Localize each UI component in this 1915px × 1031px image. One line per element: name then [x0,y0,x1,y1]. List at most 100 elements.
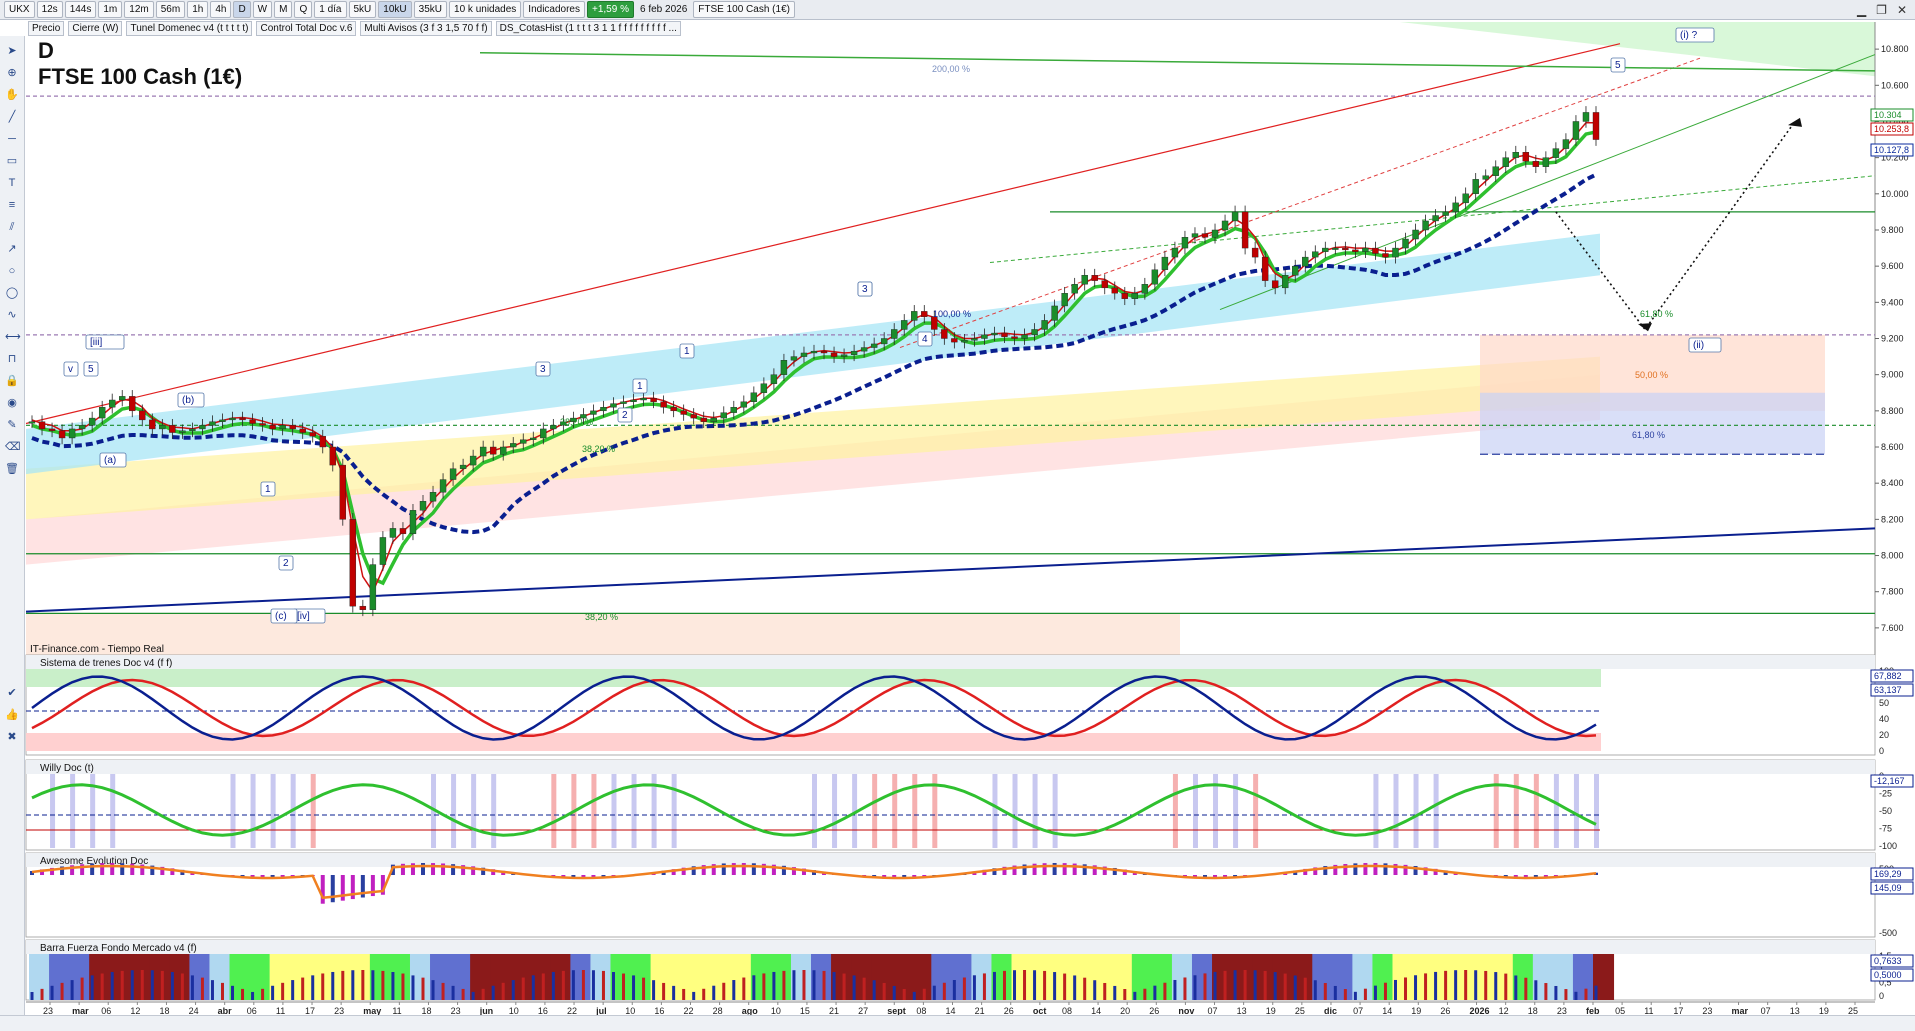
barra-bar [1224,971,1227,1000]
willy-bg-bar [1053,774,1058,848]
barra-bar [1234,970,1237,1000]
barra-bar [401,974,404,1000]
candle-body [1423,221,1429,230]
barra-bar [261,989,264,1000]
candle-body [370,565,376,610]
candle-body [651,398,657,402]
willy-bg-bar [1073,774,1078,848]
candle-body [1342,248,1348,250]
willy-bg-bar [1153,774,1158,848]
wave-label: [iii] [90,337,102,348]
panel-awesome-header [26,853,1875,867]
candle-body [89,418,95,425]
willy-bg-bar [1353,774,1358,848]
barra-bar [141,970,144,1000]
barra-bar [662,983,665,1000]
candle-body [871,344,877,348]
barra-bar [1023,970,1026,1000]
candle-body [169,425,175,432]
candle-body [1543,158,1549,167]
bottom-status-bar [0,1015,1915,1031]
panel-willy-tick: -100 [1879,841,1897,851]
barra-bar [923,989,926,1000]
candle-body [1192,234,1198,238]
barra-bar [702,989,705,1000]
barra-bar [612,972,615,1000]
candle-body [159,425,165,429]
candle-body [1182,237,1188,248]
candle-body [49,429,55,431]
wave-label: 1 [637,381,643,392]
candle-body [941,329,947,338]
candle-body [199,425,205,429]
willy-bg-bar [210,774,215,848]
candle-body [1463,194,1469,203]
candle-body [1102,281,1108,288]
price-tick-label: 9.000 [1881,370,1904,380]
willy-bg-bar [411,774,416,848]
willy-bg-bar [1113,774,1118,848]
price-tick-label: 8.800 [1881,406,1904,416]
willy-bg-bar [190,774,195,848]
candle-body [149,420,155,429]
candle-body [731,407,737,412]
candle-body [761,384,767,393]
timeframe-letter: D [38,38,54,64]
candle-body [59,431,65,438]
price-tag: 10.253,8 [1874,124,1909,134]
barra-bar [291,980,294,1000]
wave-label: [iv] [297,611,310,622]
candle-body [1443,212,1449,216]
candle-body [1042,320,1048,329]
barra-bar [772,972,775,1000]
barra-bar [672,986,675,1000]
barra-bar [943,983,946,1000]
barra-bar [351,970,354,1000]
candle-body [1282,275,1288,288]
barra-bar [361,970,364,1000]
panel-barra-title: Barra Fuerza Fondo Mercado v4 (f) [40,943,197,954]
candle-body [991,333,997,335]
barra-bar [1123,989,1126,1000]
candle-body [1092,275,1098,280]
fib-label: 38,20 % [582,444,615,454]
panel-willy-tick: -50 [1879,806,1892,816]
panel-trenes-tag: 63,137 [1874,685,1902,695]
barra-bar [913,992,916,1000]
willy-bg-bar [110,774,115,848]
candle-body [340,465,346,519]
barra-bar [1354,992,1357,1000]
willy-bg-bar [872,774,877,848]
willy-bg-bar [792,774,797,848]
candle-body [310,433,316,437]
willy-bg-bar [491,774,496,848]
candle-body [300,429,306,433]
fib-box-blue [1480,393,1825,454]
fib-label: 61,80 % [1632,430,1665,440]
wave-label: 5 [1615,60,1621,71]
willy-bg-bar [50,774,55,848]
barra-bar [973,975,976,1000]
candle-body [420,501,426,510]
candle-body [711,418,717,422]
candle-body [921,311,927,316]
candle-body [1122,293,1128,298]
candle-body [1503,158,1509,167]
barra-bar [813,970,816,1000]
candle-body [290,425,296,429]
trenes-zone-high [26,669,1601,687]
willy-bg-bar [752,774,757,848]
willy-bg-bar [1273,774,1278,848]
barra-bar [1344,989,1347,1000]
barra-bar [1274,972,1277,1000]
price-tick-label: 8.600 [1881,442,1904,452]
barra-bar [1294,975,1297,1000]
price-tick-label: 7.800 [1881,587,1904,597]
panel-awesome-tag: 169,29 [1874,869,1902,879]
barra-bar [1414,975,1417,1000]
candle-body [350,519,356,606]
willy-bg-bar [1293,774,1298,848]
barra-bar [652,980,655,1000]
willy-bg-bar [311,774,316,848]
